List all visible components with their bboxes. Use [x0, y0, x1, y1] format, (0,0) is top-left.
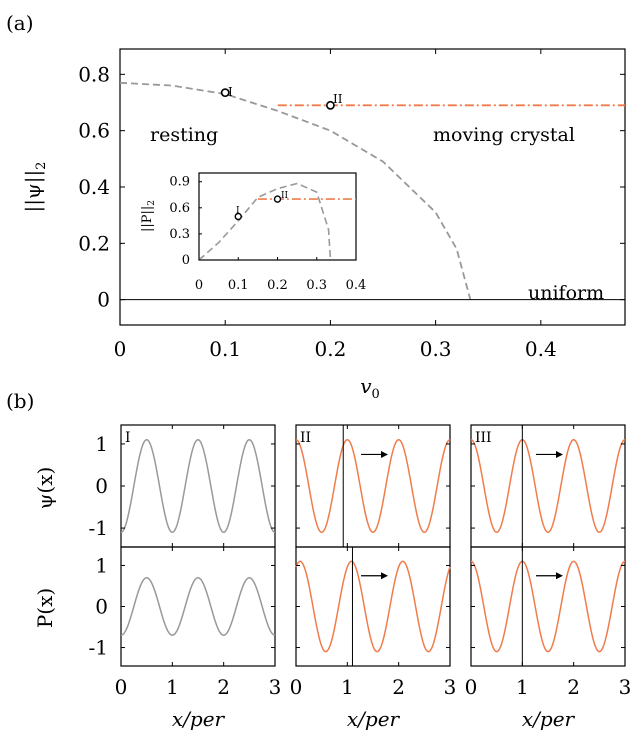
- annotation-uniform: uniform: [528, 282, 604, 304]
- panel-a-plot: 0 0.1 0.2 0.3 0.4 0 0.2 0.4 0.6 0.8 resting movin…: [21, 48, 626, 402]
- wave-curve: [295, 560, 451, 653]
- point-I: [220, 88, 230, 98]
- x-tick-label-2: 0.2: [315, 337, 347, 361]
- x-tick-label-1: 0.1: [209, 337, 241, 361]
- x-tick-label: 2: [217, 675, 230, 699]
- inset-marker-label-ii: II: [281, 191, 289, 201]
- wave-curve: [470, 438, 626, 534]
- inset-x-tick-label-0: 0: [195, 278, 203, 293]
- inset-series-0: [198, 182, 332, 261]
- y-tick-label: 1: [95, 553, 108, 577]
- inset-x-tick-label-1: 0.1: [228, 278, 249, 293]
- panel-a-points: [220, 88, 335, 110]
- y-tick-label-4: 0.8: [78, 62, 110, 86]
- frame: [295, 546, 451, 667]
- inset-points: [234, 195, 282, 221]
- x-tick-label: 1: [341, 675, 354, 699]
- x-tick-label: 3: [269, 675, 282, 699]
- inset-x-tick-label-3: 0.3: [306, 278, 327, 293]
- annotation-moving-crystal: moving crystal: [433, 124, 575, 146]
- inset-marker-label-i: I: [236, 206, 240, 216]
- x-tick-label: 0: [465, 675, 478, 699]
- panel-b-xlabel-2: x/per: [347, 707, 401, 731]
- arrow-head: [381, 450, 388, 458]
- arrow-head: [381, 572, 388, 580]
- panel-tag-I: I: [125, 430, 131, 446]
- panel-b-label: (b): [6, 389, 34, 413]
- inset-ylabel: ||P||2: [140, 200, 157, 232]
- inset-frame: [198, 172, 357, 261]
- y-tick-label-0: 0: [97, 288, 110, 312]
- y-tick-label: 0: [95, 474, 108, 498]
- panel-b-I-psi: -1 0 1 I: [89, 424, 276, 548]
- panel-a-label: (a): [6, 11, 34, 35]
- panel-b-III-P: 0 1 2 3: [465, 546, 632, 699]
- inset-y-tick-label-3: 0.9: [169, 175, 190, 190]
- inset-series: [198, 182, 356, 261]
- inset-point-I: [234, 212, 242, 221]
- x-tick-label: 3: [619, 675, 632, 699]
- inset-x-tick-label-4: 0.4: [346, 278, 367, 293]
- arrow-head: [556, 572, 563, 580]
- x-tick-label: 0: [115, 675, 128, 699]
- arrow-head: [556, 450, 563, 458]
- panel-a-series: [119, 81, 625, 301]
- panel-b-grid: -1 0 1 I -1 0 1 0 1 2 3 II 0 1 2 3 III 0 1 2 3: [89, 424, 632, 699]
- y-tick-label-1: 0.2: [78, 231, 110, 255]
- wave-curve: [120, 438, 276, 534]
- inset-ticks: 0 0.1 0.2 0.3 0.4 0 0.3 0.6 0.9: [169, 175, 366, 293]
- panel-b-II-P: 0 1 2 3: [290, 546, 457, 699]
- panel-a-ylabel: ||ψ||2: [21, 162, 49, 213]
- wave-curve: [295, 438, 451, 534]
- y-tick-label: -1: [89, 516, 108, 540]
- row-label-psi: ψ(x): [33, 467, 57, 510]
- x-tick-label: 1: [516, 675, 529, 699]
- y-tick-label: -1: [89, 636, 108, 660]
- marker-label-i: I: [228, 85, 233, 99]
- panel-tag-II: II: [300, 430, 311, 446]
- panel-a-series-0: [119, 81, 472, 300]
- panel-b-xlabel-3: x/per: [522, 707, 576, 731]
- panel-a-inset: 0 0.1 0.2 0.3 0.4 0 0.3 0.6 0.9 I II ||P||2: [140, 172, 366, 293]
- y-tick-label-2: 0.4: [78, 175, 110, 199]
- panel-b-I-P: -1 0 1 0 1 2 3: [89, 546, 282, 699]
- annotation-resting: resting: [150, 124, 218, 146]
- x-tick-label-4: 0.4: [525, 337, 557, 361]
- panel-tag-III: III: [475, 430, 492, 446]
- panel-a-ticks: 0 0.1 0.2 0.3 0.4 0 0.2 0.4 0.6 0.8: [78, 49, 625, 361]
- y-tick-label: 1: [95, 432, 108, 456]
- y-tick-label: 0: [95, 595, 108, 619]
- x-tick-label: 3: [444, 675, 457, 699]
- point-II: [326, 100, 335, 110]
- x-tick-label-3: 0.3: [420, 337, 452, 361]
- x-tick-label: 2: [392, 675, 405, 699]
- marker-label-ii: II: [333, 92, 343, 106]
- panel-b-xlabel-1: x/per: [172, 707, 226, 731]
- inset-y-tick-label-1: 0.3: [169, 227, 190, 242]
- row-label-p: P(x): [33, 588, 57, 628]
- wave-curve: [120, 577, 276, 636]
- panel-a-xlabel: v0: [360, 374, 380, 402]
- panel-b-II-psi: II: [295, 424, 451, 548]
- frame: [120, 546, 276, 667]
- x-tick-label-0: 0: [114, 337, 127, 361]
- panel-b-III-psi: III: [470, 424, 626, 548]
- inset-y-tick-label-0: 0: [182, 253, 190, 268]
- x-tick-label: 2: [567, 675, 580, 699]
- inset-point-II: [273, 195, 282, 203]
- x-tick-label: 0: [290, 675, 303, 699]
- inset-y-tick-label-2: 0.6: [169, 201, 190, 216]
- x-tick-label: 1: [166, 675, 179, 699]
- y-tick-label-3: 0.6: [78, 119, 110, 143]
- inset-x-tick-label-2: 0.2: [267, 278, 288, 293]
- wave-curve: [470, 560, 626, 653]
